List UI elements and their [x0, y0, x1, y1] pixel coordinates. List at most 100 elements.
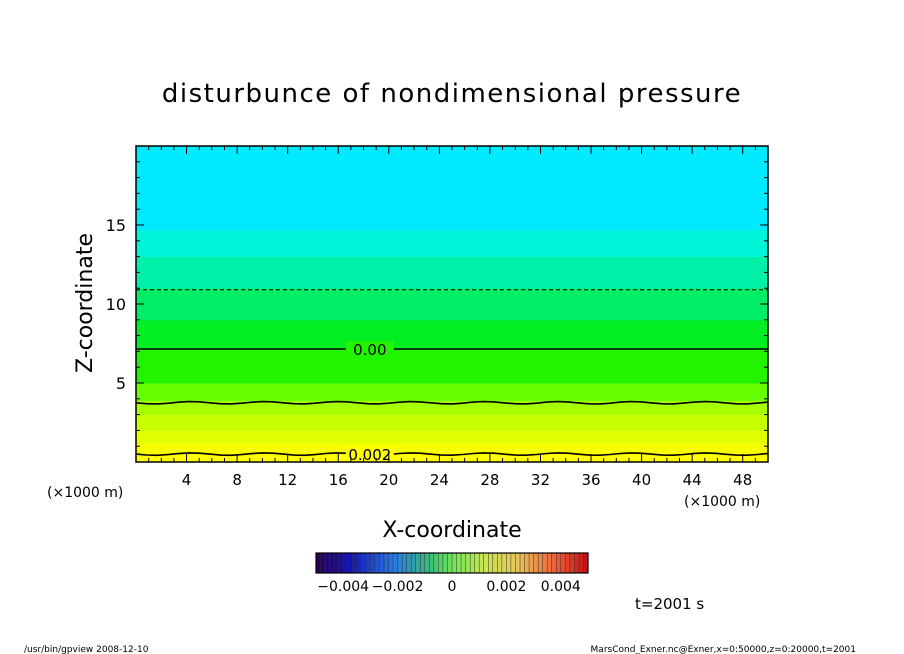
- colorbar-cell: [374, 553, 380, 573]
- colorbar-cell: [483, 553, 489, 573]
- y-axis-label: Z-coordinate: [73, 233, 98, 373]
- color-band-1: [136, 443, 768, 454]
- colorbar-cell: [402, 553, 407, 573]
- colorbar-cell: [565, 553, 571, 573]
- contour-label-2: 0.00: [353, 341, 386, 359]
- colorbar-cell: [406, 553, 412, 573]
- colorbar-tick-label: 0: [448, 579, 457, 595]
- contour-line-1: [135, 400, 769, 405]
- contour-label-bg-0: [345, 446, 394, 463]
- colorbar-tick-label: −0.004: [317, 579, 369, 595]
- colorbar-cell: [442, 553, 448, 573]
- colorbar-cell: [325, 553, 330, 573]
- color-band-3: [136, 414, 768, 431]
- x-tick-label: 12: [278, 471, 297, 489]
- colorbar-cell: [320, 553, 326, 573]
- colorbar-cell: [488, 553, 494, 573]
- footer-command: /usr/bin/gpview 2008-12-10: [24, 645, 149, 654]
- colorbar-cell: [329, 553, 335, 573]
- colorbar-cell: [352, 553, 358, 573]
- colorbar-cell: [438, 553, 444, 573]
- colorbar-cell: [515, 553, 521, 573]
- color-band-8: [136, 288, 768, 321]
- colorbar-cell: [520, 553, 525, 573]
- colorbar-cell: [338, 553, 344, 573]
- footer-data-source: MarsCond_Exner.nc@Exner,x=0:50000,z=0:20…: [591, 645, 856, 654]
- x-tick-label: 20: [379, 471, 398, 489]
- x-tick-label: 24: [430, 471, 449, 489]
- colorbar-cell: [497, 553, 503, 573]
- colorbar-cell: [411, 553, 417, 573]
- colorbar-cell: [556, 553, 562, 573]
- color-band-5: [136, 383, 768, 401]
- colorbar-cell: [433, 553, 439, 573]
- colorbar-cell: [461, 553, 466, 573]
- x-tick-label: 36: [581, 471, 600, 489]
- color-band-9: [136, 256, 768, 289]
- colorbar-cell: [510, 553, 516, 573]
- x-tick-label: 44: [683, 471, 702, 489]
- color-band-7: [136, 319, 768, 349]
- x-tick-label: 8: [232, 471, 242, 489]
- y-tick-label: 5: [116, 374, 126, 393]
- colorbar-cell: [347, 553, 353, 573]
- colorbar-cell: [393, 553, 398, 573]
- colorbar-cell: [361, 553, 367, 573]
- colorbar-cell: [542, 553, 548, 573]
- colorbar-tick-label: 0.004: [541, 579, 581, 595]
- x-unit-left: (×1000 m): [47, 485, 123, 501]
- colorbar-cell: [370, 553, 376, 573]
- colorbar-tick-label: 0.002: [486, 579, 526, 595]
- colorbar-cell: [334, 553, 339, 573]
- colorbar: −0.004 −0.002 0 0.002 0.004: [315, 552, 589, 595]
- contour-label-bg-2: [345, 341, 394, 358]
- chart-title: disturbunce of nondimensional pressure: [162, 79, 742, 109]
- x-tick-label: 28: [480, 471, 499, 489]
- color-band-11: [136, 146, 768, 231]
- colorbar-cell: [365, 553, 371, 573]
- colorbar-cell: [452, 553, 457, 573]
- colorbar-cell: [429, 553, 435, 573]
- colorbar-cell: [316, 553, 321, 573]
- x-tick-label: 40: [632, 471, 651, 489]
- colorbar-cell: [506, 553, 512, 573]
- color-band-2: [136, 430, 768, 444]
- x-axis-label: X-coordinate: [382, 518, 521, 543]
- colorbar-cell: [356, 553, 362, 573]
- colorbar-cell: [379, 553, 385, 573]
- colorbar-cell: [524, 553, 530, 573]
- color-band-10: [136, 229, 768, 258]
- y-tick-label: 10: [106, 295, 126, 314]
- colorbar-cell: [456, 553, 462, 573]
- colorbar-cell: [578, 553, 584, 573]
- colorbar-cell: [384, 553, 389, 573]
- color-band-6: [136, 348, 768, 384]
- colorbar-cell: [479, 553, 485, 573]
- x-tick-label: 16: [329, 471, 348, 489]
- colorbar-cell: [424, 553, 430, 573]
- colorbar-cell: [465, 553, 471, 573]
- y-tick-label: 15: [106, 216, 126, 235]
- colorbar-cell: [547, 553, 553, 573]
- colorbar-cell: [420, 553, 426, 573]
- time-label: t=2001 s: [635, 595, 704, 613]
- x-tick-label: 48: [733, 471, 752, 489]
- colorbar-cell: [551, 553, 557, 573]
- colorbar-frame: [315, 552, 589, 574]
- colorbar-cell: [533, 553, 539, 573]
- colorbar-cell: [538, 553, 543, 573]
- colorbar-cell: [574, 553, 580, 573]
- color-band-4: [136, 400, 768, 416]
- color-band-0: [136, 452, 768, 463]
- colorbar-cell: [470, 553, 475, 573]
- colorbar-cell: [492, 553, 498, 573]
- contour-line-0: [135, 452, 769, 457]
- x-tick-label: 32: [531, 471, 550, 489]
- colorbar-cell: [583, 553, 589, 573]
- colorbar-cell: [343, 553, 349, 573]
- colorbar-cell: [415, 553, 421, 573]
- colorbar-cell: [397, 553, 403, 573]
- contour-label-0: 0.002: [348, 446, 391, 464]
